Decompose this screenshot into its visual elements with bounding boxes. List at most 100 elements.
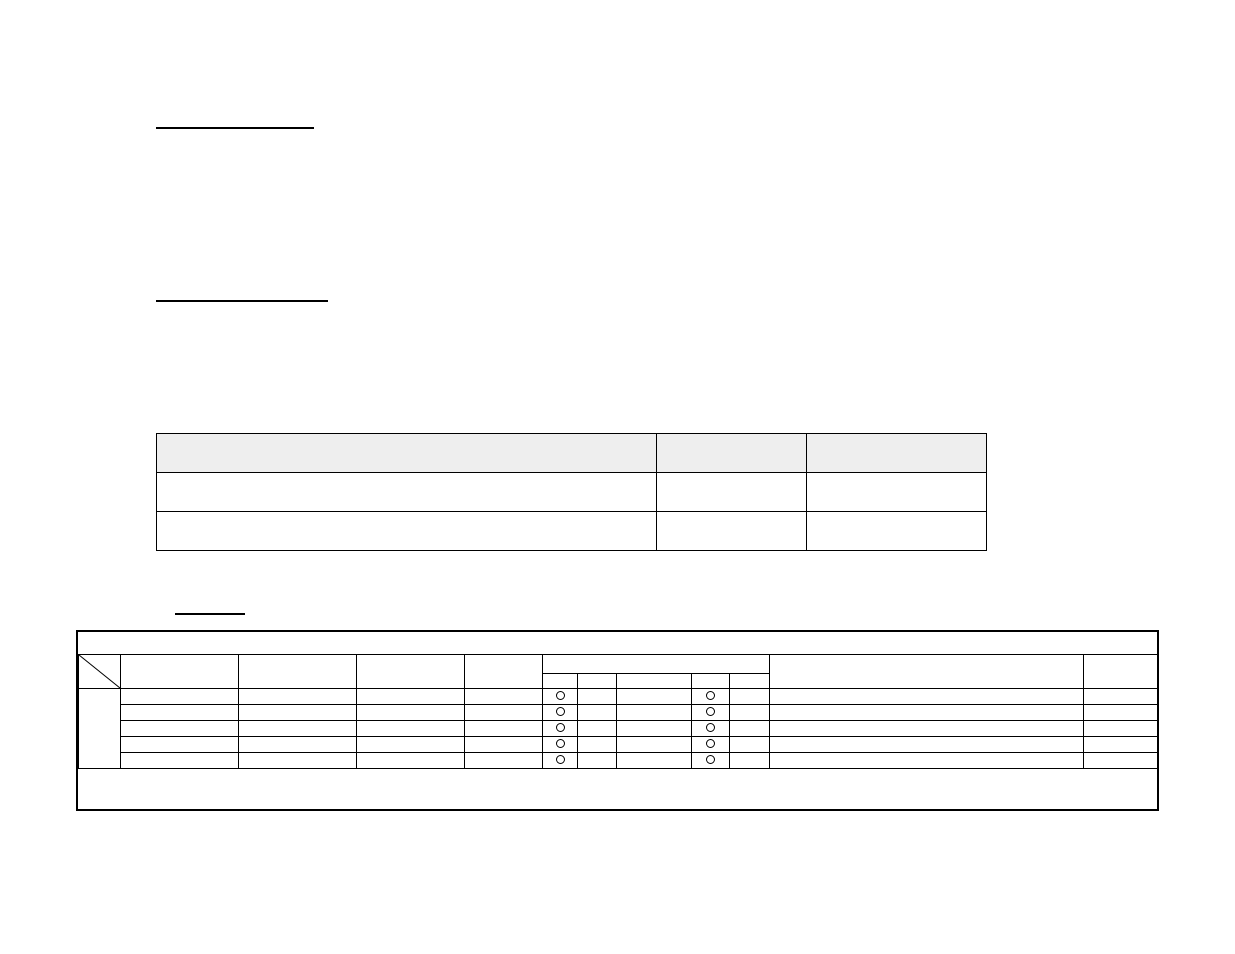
table-cell (578, 753, 617, 769)
table-title-row (79, 632, 1158, 655)
header-cell (357, 655, 465, 689)
sub-header-cell (730, 674, 770, 689)
table-cell (357, 689, 465, 705)
table-footer-cell (79, 769, 1158, 810)
table-cell (239, 721, 357, 737)
table-cell (157, 473, 657, 512)
section-rule-3 (175, 613, 245, 615)
table-row (79, 737, 1158, 753)
table-row (79, 721, 1158, 737)
table-cell (121, 689, 239, 705)
table-row (79, 753, 1158, 769)
table-cell (730, 705, 770, 721)
circle-icon (706, 755, 715, 764)
marker-cell (543, 721, 578, 737)
table-cell (121, 737, 239, 753)
table-cell (465, 737, 543, 753)
marker-cell (543, 753, 578, 769)
table-cell (807, 473, 987, 512)
table-cell (617, 721, 692, 737)
table-cell (578, 705, 617, 721)
page (0, 0, 1235, 954)
section-rule-2 (156, 300, 328, 302)
detail-table (78, 632, 1158, 809)
table-cell (1084, 721, 1158, 737)
table-cell (121, 705, 239, 721)
table-cell (465, 705, 543, 721)
table-cell (121, 721, 239, 737)
marker-cell (692, 737, 730, 753)
table-cell (465, 753, 543, 769)
circle-icon (706, 691, 715, 700)
marker-cell (543, 689, 578, 705)
table-header-cell (657, 434, 807, 473)
table-cell (578, 721, 617, 737)
marker-cell (692, 689, 730, 705)
table-cell (617, 737, 692, 753)
table-cell (807, 512, 987, 551)
table-cell (239, 753, 357, 769)
marker-cell (543, 705, 578, 721)
table-cell (1084, 689, 1158, 705)
table-cell (357, 753, 465, 769)
table-cell (1084, 737, 1158, 753)
diagonal-header-cell (79, 655, 121, 689)
table-cell (657, 512, 807, 551)
sub-header-cell (578, 674, 617, 689)
circle-icon (556, 707, 565, 716)
table-cell (730, 753, 770, 769)
table-cell (578, 737, 617, 753)
circle-icon (706, 723, 715, 732)
table-cell (578, 689, 617, 705)
table-cell (157, 512, 657, 551)
table-header-cell (157, 434, 657, 473)
section-rule-1 (156, 127, 314, 129)
table-cell (770, 689, 1084, 705)
table-row (79, 689, 1158, 705)
table-cell (617, 705, 692, 721)
table-cell (465, 689, 543, 705)
table-cell (730, 737, 770, 753)
diagonal-line-icon (79, 655, 120, 688)
row-group-label (79, 689, 121, 769)
sub-header-cell (617, 674, 692, 689)
table-cell (770, 705, 1084, 721)
table-header-row-1 (79, 655, 1158, 674)
marker-cell (692, 753, 730, 769)
header-cell (239, 655, 357, 689)
marker-cell (692, 705, 730, 721)
circle-icon (556, 739, 565, 748)
table-cell (1084, 753, 1158, 769)
summary-table (156, 433, 987, 551)
table-cell (121, 753, 239, 769)
circle-icon (556, 691, 565, 700)
table-cell (770, 737, 1084, 753)
table-cell (239, 705, 357, 721)
header-cell (1084, 655, 1158, 689)
table-row (157, 512, 987, 551)
table-cell (239, 689, 357, 705)
header-cell (465, 655, 543, 689)
table-cell (730, 689, 770, 705)
table-cell (657, 473, 807, 512)
table-cell (357, 705, 465, 721)
circle-icon (556, 755, 565, 764)
marker-cell (543, 737, 578, 753)
table-cell (770, 721, 1084, 737)
detail-table-frame (76, 630, 1159, 811)
table-cell (465, 721, 543, 737)
table-cell (1084, 705, 1158, 721)
table-cell (357, 721, 465, 737)
header-cell (121, 655, 239, 689)
table-cell (617, 689, 692, 705)
table-cell (617, 753, 692, 769)
table-row (157, 473, 987, 512)
table-footer-row (79, 769, 1158, 810)
marker-cell (692, 721, 730, 737)
table-cell (770, 753, 1084, 769)
sub-header-cell (692, 674, 730, 689)
circle-icon (556, 723, 565, 732)
header-group-cell (543, 655, 770, 674)
header-cell (770, 655, 1084, 689)
table-row (79, 705, 1158, 721)
